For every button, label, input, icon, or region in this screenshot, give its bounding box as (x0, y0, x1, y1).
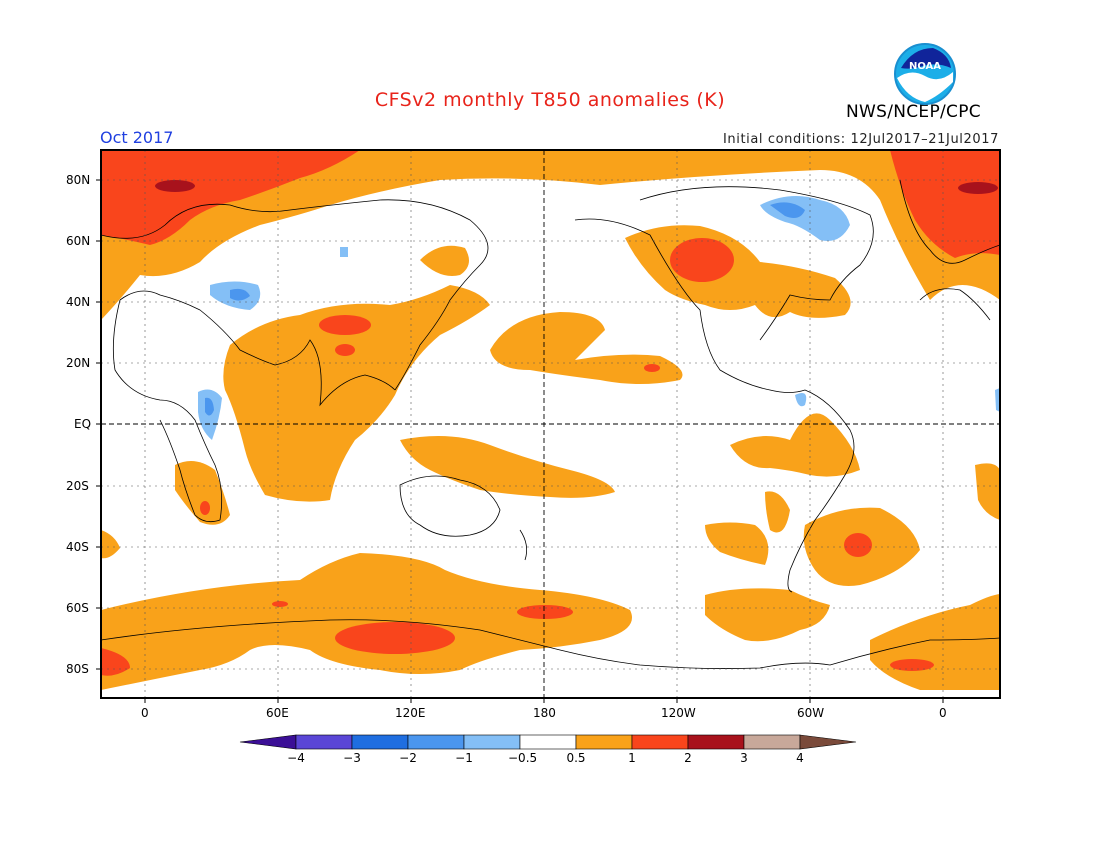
anomaly-region-australia-north (400, 436, 615, 498)
noaa-logo-icon: NOAA (894, 43, 956, 105)
lat-label: 80N (66, 173, 91, 187)
map-title: CFSv2 monthly T850 anomalies (K) (374, 89, 726, 111)
organization-label: NWS/NCEP/CPC (846, 102, 981, 122)
lon-label: 120E (395, 706, 426, 720)
colorbar-level-label: 2 (684, 751, 692, 765)
initial-conditions-label: Initial conditions: 12Jul2017–21Jul2017 (722, 132, 999, 147)
anomaly-region-arctic-strong (101, 150, 360, 245)
colorbar-level-label: −3 (343, 751, 361, 765)
anomaly-region-arctic-peak-east (958, 182, 998, 194)
anomaly-region-drake (705, 588, 830, 642)
lat-label: 20S (66, 479, 89, 493)
anomaly-region-tibet-strong (319, 315, 371, 335)
anomaly-field (101, 150, 1000, 698)
anomaly-region-antarctic-strong (335, 622, 455, 654)
anomaly-region-canada-strong (670, 238, 734, 282)
colorbar-level-label: −0.5 (508, 751, 538, 765)
colorbar-level-label: −2 (399, 751, 417, 765)
lat-label: 60N (66, 234, 91, 248)
gridlines (101, 150, 1000, 698)
lon-label: 120W (661, 706, 696, 720)
anomaly-region-south-asia (223, 285, 491, 502)
lon-label: 60E (266, 706, 289, 720)
colorbar-level-label: 1 (628, 751, 636, 765)
anomaly-region-cold-canada-core (770, 202, 805, 218)
anomaly-region-arctic-east (890, 150, 1000, 258)
colorbar-level-label: 4 (796, 751, 804, 765)
lat-label: 60S (66, 601, 89, 615)
lat-label: 40S (66, 540, 89, 554)
lat-label: 80S (66, 662, 89, 676)
anomaly-region-arctic (101, 150, 1000, 320)
colorbar-level-label: 0.5 (566, 751, 586, 765)
anomaly-region-south-america (730, 413, 860, 477)
lon-label: 0 (141, 706, 149, 720)
anomaly-region-arctic-peak (155, 180, 195, 192)
anomaly-region-southern-ocean-west (101, 553, 632, 690)
lat-label: 20N (66, 356, 91, 370)
colorbar-level-label: −1 (455, 751, 473, 765)
coastlines (101, 179, 1000, 669)
anomaly-region-south-africa (175, 461, 230, 525)
anomaly-region-north-pacific (490, 312, 683, 384)
lon-label: 60W (797, 706, 825, 720)
colorbar-level-label: 3 (740, 751, 748, 765)
lat-label: EQ (74, 417, 92, 431)
lon-label: 0 (939, 706, 947, 720)
colorbar-level-label: −4 (287, 751, 305, 765)
lon-label: 180 (533, 706, 556, 720)
lat-label: 40N (66, 295, 91, 309)
noaa-logo-text: NOAA (909, 61, 941, 72)
valid-month-label: Oct 2017 (100, 128, 174, 147)
